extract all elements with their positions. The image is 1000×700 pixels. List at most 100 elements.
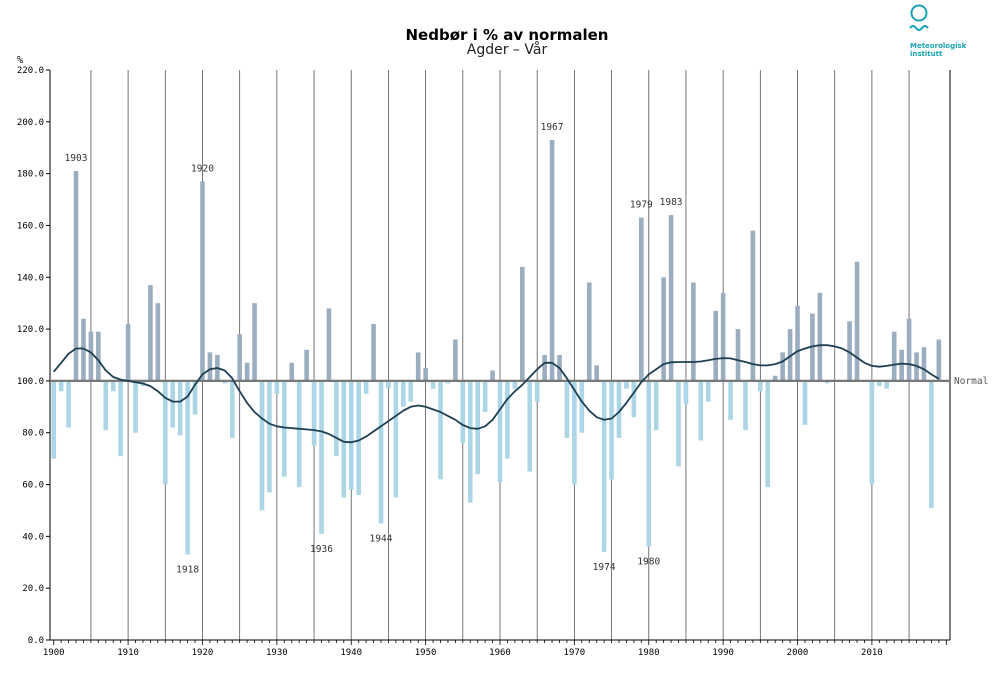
bar-1989: [713, 310, 719, 381]
grid-lines: [90, 70, 910, 640]
x-tick-label-1940: 1940: [340, 648, 362, 658]
bar-1981: [653, 380, 659, 431]
bar-2004: [824, 380, 830, 384]
bar-1932: [289, 362, 295, 381]
smoothed-curve-layer: Normal: [50, 344, 988, 444]
bar-1946: [393, 380, 399, 498]
bar-1933: [296, 380, 302, 488]
bar-1998: [780, 352, 785, 381]
bar-1901: [58, 380, 64, 392]
bar-1927: [252, 303, 257, 381]
bar-2003: [817, 292, 823, 381]
axes: 0.0 20.0 40.0 60.0 80.0 100.0 120.0 140.0 160.0 1…: [17, 66, 951, 658]
bar-1913: [148, 285, 153, 381]
x-tick-label-1960: 1960: [489, 648, 511, 658]
bar-1961: [505, 380, 510, 459]
bar-1941: [356, 380, 361, 495]
bar-1915: [162, 380, 168, 485]
annotation-1980: 1980: [637, 557, 660, 568]
bar-1990: [720, 292, 726, 381]
bar-2019: [936, 339, 942, 381]
x-tick-label-1970: 1970: [564, 648, 586, 658]
bar-1914: [155, 303, 161, 381]
bar-1991: [728, 380, 733, 420]
annotation-1983: 1983: [660, 197, 683, 208]
bar-1921: [207, 352, 213, 381]
bar-1986: [691, 282, 696, 381]
bars: [51, 139, 942, 555]
x-tick-label-2000: 2000: [787, 648, 809, 658]
bar-1925: [237, 334, 242, 381]
bar-1947: [401, 380, 406, 407]
bar-2011: [877, 380, 882, 387]
bar-1936: [319, 380, 324, 534]
annotation-1936: 1936: [310, 544, 333, 555]
x-tick-label-1930: 1930: [266, 648, 288, 658]
bar-1928: [259, 380, 265, 511]
bar-1975: [609, 380, 614, 480]
logo-text-line1: Meteorologisk: [910, 42, 967, 50]
bar-1985: [683, 380, 689, 405]
y-tick-label-100.0: 100.0: [17, 377, 44, 387]
bar-1903: [73, 171, 79, 381]
bar-1926: [244, 362, 250, 381]
y-tick-label-140.0: 140.0: [17, 273, 44, 283]
bar-1972: [586, 282, 592, 381]
annotation-1967: 1967: [541, 122, 564, 133]
bar-1908: [110, 380, 116, 392]
bar-1938: [334, 380, 339, 457]
annotation-1903: 1903: [65, 153, 88, 164]
bar-1973: [594, 365, 599, 381]
bar-1924: [229, 380, 235, 438]
bar-1974: [601, 380, 607, 552]
logo-text-line2: institutt: [910, 50, 943, 58]
bar-1944: [378, 380, 384, 524]
bar-1999: [787, 329, 793, 381]
bar-2013: [891, 331, 897, 381]
bar-1958: [482, 380, 488, 412]
bar-1900: [51, 380, 57, 459]
bar-1970: [572, 380, 577, 485]
bar-1906: [96, 331, 101, 381]
bar-1931: [281, 380, 287, 477]
bar-1982: [661, 277, 666, 381]
bar-1988: [705, 380, 711, 402]
bar-1929: [267, 380, 272, 493]
bar-1964: [527, 380, 533, 472]
bar-1953: [445, 380, 451, 384]
x-tick-label-1920: 1920: [192, 648, 214, 658]
bar-1905: [88, 331, 94, 381]
bar-1934: [304, 349, 309, 381]
y-axis-unit: %: [17, 55, 23, 66]
bar-1971: [579, 380, 585, 433]
bar-1907: [103, 380, 109, 431]
bar-2017: [921, 347, 927, 381]
bar-1962: [512, 380, 518, 389]
bar-1955: [460, 380, 466, 444]
y-tick-label-120.0: 120.0: [17, 325, 44, 335]
bar-1911: [133, 380, 138, 433]
bar-1918: [185, 380, 190, 555]
bar-1916: [170, 380, 176, 428]
bar-1937: [326, 308, 332, 381]
bar-1959: [490, 370, 495, 381]
bar-1987: [698, 380, 704, 441]
bar-1920: [200, 181, 205, 381]
bar-1935: [311, 380, 317, 446]
bar-1963: [520, 266, 525, 381]
bar-1952: [438, 380, 443, 480]
met-logo: Meteorologisk institutt: [909, 4, 967, 58]
annotation-1918: 1918: [176, 565, 199, 576]
y-tick-label-60.0: 60.0: [22, 481, 44, 491]
bar-1967: [549, 139, 555, 381]
annotation-1944: 1944: [370, 533, 393, 544]
bar-1997: [772, 375, 778, 381]
bar-1978: [631, 380, 637, 418]
bar-1979: [639, 217, 644, 381]
bar-2012: [884, 380, 890, 389]
bar-1942: [363, 380, 369, 394]
bar-1983: [668, 215, 674, 381]
y-tick-label-80.0: 80.0: [22, 429, 44, 439]
annotations: 1903 1920 1967 1979 1983 1918 1936 1944 1974 1980: [65, 122, 683, 576]
bar-2000: [795, 305, 800, 381]
